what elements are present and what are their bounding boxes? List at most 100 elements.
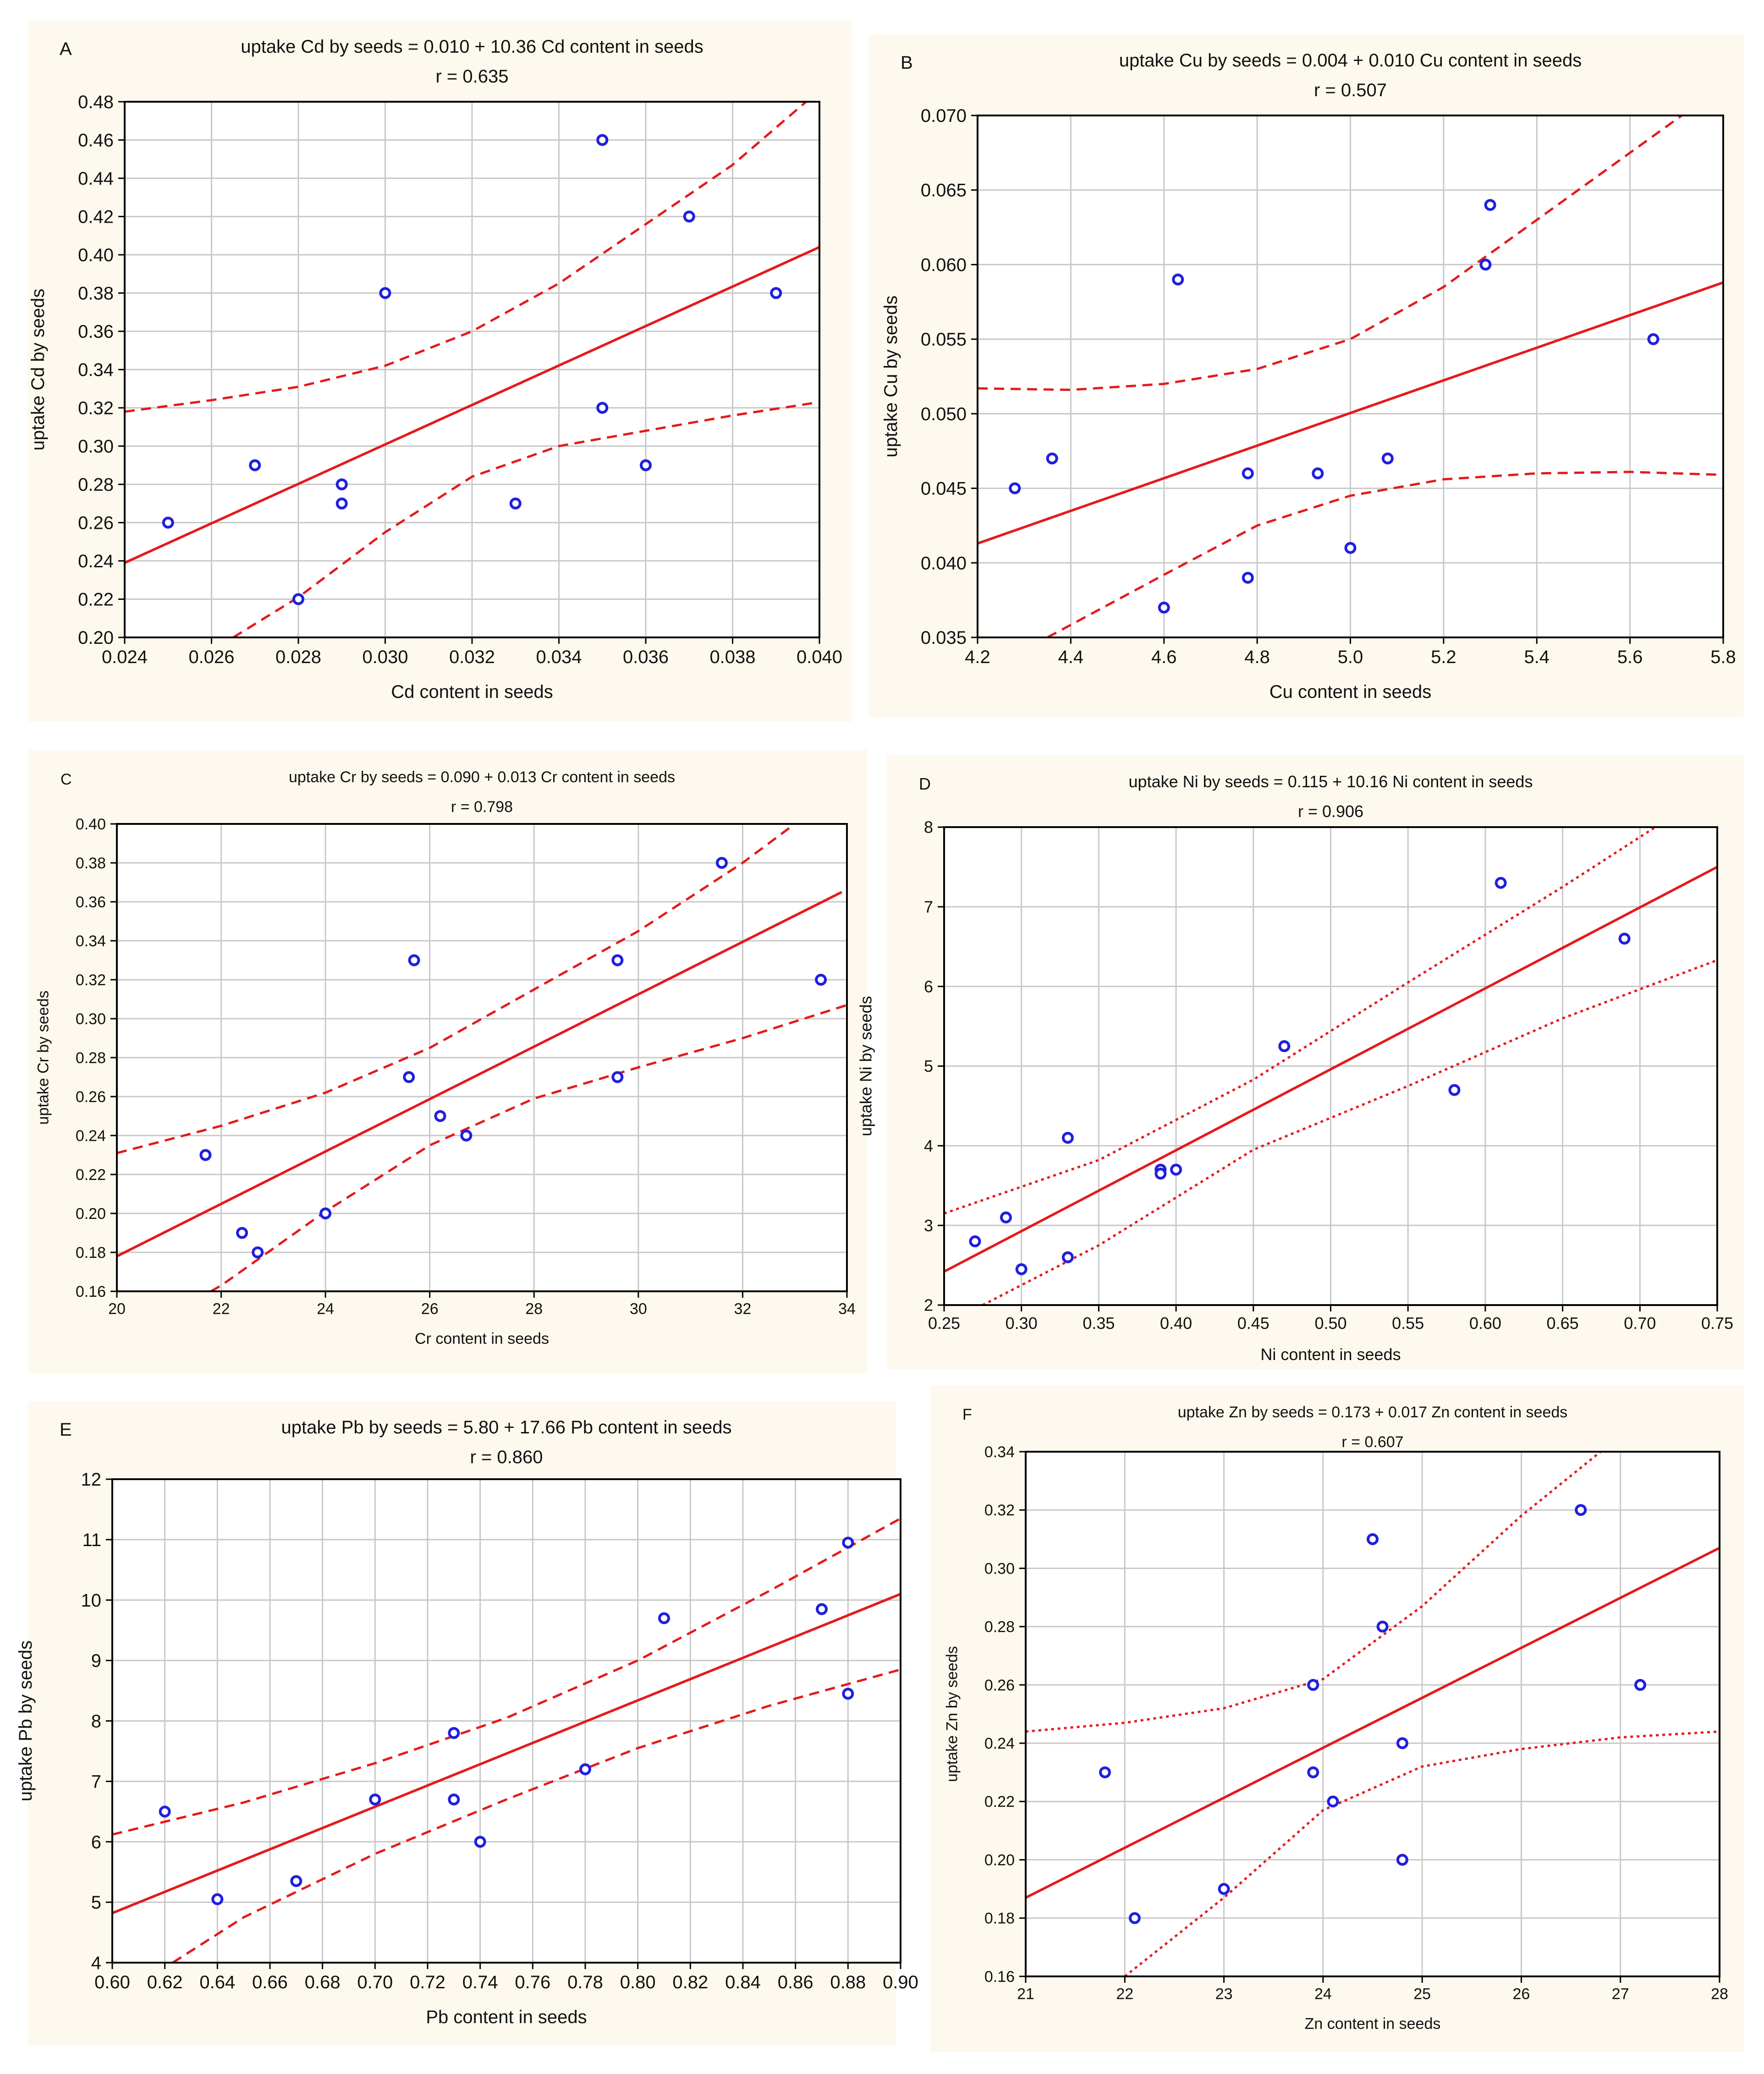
data-point <box>162 516 174 529</box>
x-tick-label: 28 <box>1711 1986 1728 2003</box>
confidence-band-lower <box>982 959 1717 1305</box>
plot-area <box>1026 1452 1720 1976</box>
panel-label: C <box>60 771 72 788</box>
data-points <box>162 134 782 605</box>
regression-lines <box>944 827 1717 1305</box>
x-tick-label: 5.2 <box>1431 647 1456 667</box>
confidence-band-upper <box>978 115 1684 391</box>
data-point <box>1396 1737 1408 1750</box>
chart-title: uptake Ni by seeds = 0.115 + 10.16 Ni co… <box>1129 772 1533 791</box>
y-tick-label: 0.26 <box>76 1088 106 1106</box>
regression-fit-line <box>125 246 819 564</box>
data-point <box>815 974 827 986</box>
y-tick-label: 10 <box>81 1591 102 1611</box>
y-tick-label: 0.20 <box>78 628 114 648</box>
x-tick-label: 0.55 <box>1392 1314 1424 1333</box>
x-axis-label: Cu content in seeds <box>1269 682 1432 702</box>
x-tick-label: 5.4 <box>1524 647 1550 667</box>
chart-subtitle: r = 0.860 <box>470 1447 543 1467</box>
data-point <box>1381 452 1394 465</box>
x-tick-label: 34 <box>838 1300 856 1318</box>
x-tick-label: 0.038 <box>709 647 755 667</box>
x-axis-label: Ni content in seeds <box>1260 1345 1401 1364</box>
x-tick-label: 24 <box>317 1300 334 1318</box>
x-tick-label: 0.45 <box>1237 1314 1269 1333</box>
regression-lines <box>112 1517 901 1963</box>
chart-title: uptake Zn by seeds = 0.173 + 0.017 Zn co… <box>1178 1404 1568 1421</box>
y-tick-label: 0.40 <box>78 245 114 265</box>
regression-lines <box>125 102 819 637</box>
data-point <box>1634 1679 1646 1691</box>
x-tick-label: 30 <box>630 1300 647 1318</box>
data-point <box>1170 1163 1182 1176</box>
data-point <box>249 459 261 472</box>
y-axis-label: uptake Ni by seeds <box>857 996 875 1136</box>
data-point <box>1376 1620 1389 1633</box>
x-tick-label: 0.60 <box>94 1972 130 1992</box>
data-points <box>159 1536 854 1905</box>
panel-label: F <box>962 1406 972 1423</box>
confidence-band-lower <box>1124 1730 1720 1976</box>
data-point <box>236 1227 248 1239</box>
y-tick-label: 2 <box>924 1296 933 1315</box>
x-tick-label: 5.8 <box>1710 647 1736 667</box>
data-point <box>474 1836 486 1848</box>
data-point <box>611 1071 624 1083</box>
y-tick-label: 6 <box>924 977 933 996</box>
data-point <box>1242 571 1254 584</box>
data-point <box>252 1246 264 1258</box>
confidence-band-upper <box>112 1517 901 1836</box>
data-point <box>1154 1168 1167 1180</box>
x-tick-label: 21 <box>1017 1986 1034 2003</box>
y-tick-label: 0.48 <box>78 92 114 112</box>
x-tick-label: 0.036 <box>623 647 669 667</box>
x-tick-label: 0.024 <box>102 647 148 667</box>
y-tick-label: 0.26 <box>78 513 114 533</box>
y-tick-label: 0.40 <box>76 816 106 833</box>
data-point <box>1495 877 1507 889</box>
data-point <box>448 1727 460 1739</box>
x-tick-label: 0.026 <box>188 647 234 667</box>
y-tick-label: 6 <box>91 1832 101 1852</box>
data-point <box>1172 273 1184 285</box>
x-tick-label: 0.88 <box>830 1972 866 1992</box>
data-point <box>842 1536 854 1549</box>
data-point <box>1061 1131 1074 1144</box>
x-tick-label: 0.74 <box>462 1972 498 1992</box>
panel-label: A <box>60 39 72 59</box>
data-point <box>1000 1211 1012 1224</box>
chart-title: uptake Cu by seeds = 0.004 + 0.010 Cu co… <box>1119 50 1582 71</box>
regression-fit-line <box>978 281 1723 545</box>
y-axis-label: uptake Pb by seeds <box>16 1641 36 1801</box>
y-tick-label: 11 <box>82 1530 101 1550</box>
data-points <box>1099 1504 1646 1924</box>
x-tick-label: 22 <box>213 1300 230 1318</box>
data-point <box>460 1130 473 1141</box>
x-tick-label: 22 <box>1116 1986 1133 2003</box>
data-point <box>1128 1912 1141 1924</box>
x-tick-label: 0.86 <box>778 1972 813 1992</box>
gridlines <box>1025 1451 1720 1977</box>
data-point <box>1158 601 1170 614</box>
gridlines <box>124 101 820 638</box>
data-points <box>199 857 827 1258</box>
data-point <box>1484 199 1496 211</box>
data-point <box>1046 452 1058 465</box>
x-tick-label: 26 <box>1513 1986 1530 2003</box>
y-tick-label: 0.055 <box>921 329 967 350</box>
x-tick-label: 0.034 <box>536 647 582 667</box>
x-tick-label: 0.030 <box>362 647 408 667</box>
x-tick-label: 0.40 <box>1160 1314 1192 1333</box>
x-tick-label: 5.0 <box>1338 647 1363 667</box>
data-point <box>448 1793 460 1805</box>
y-tick-label: 8 <box>924 818 933 837</box>
chart-subtitle: r = 0.798 <box>451 798 513 816</box>
y-tick-label: 0.18 <box>984 1910 1015 1927</box>
y-tick-label: 0.36 <box>76 894 106 911</box>
panel-label: D <box>919 774 931 793</box>
chart-title: uptake Cr by seeds = 0.090 + 0.013 Cr co… <box>289 768 675 786</box>
x-tick-label: 0.78 <box>567 1972 603 1992</box>
panel-label: B <box>901 53 913 73</box>
